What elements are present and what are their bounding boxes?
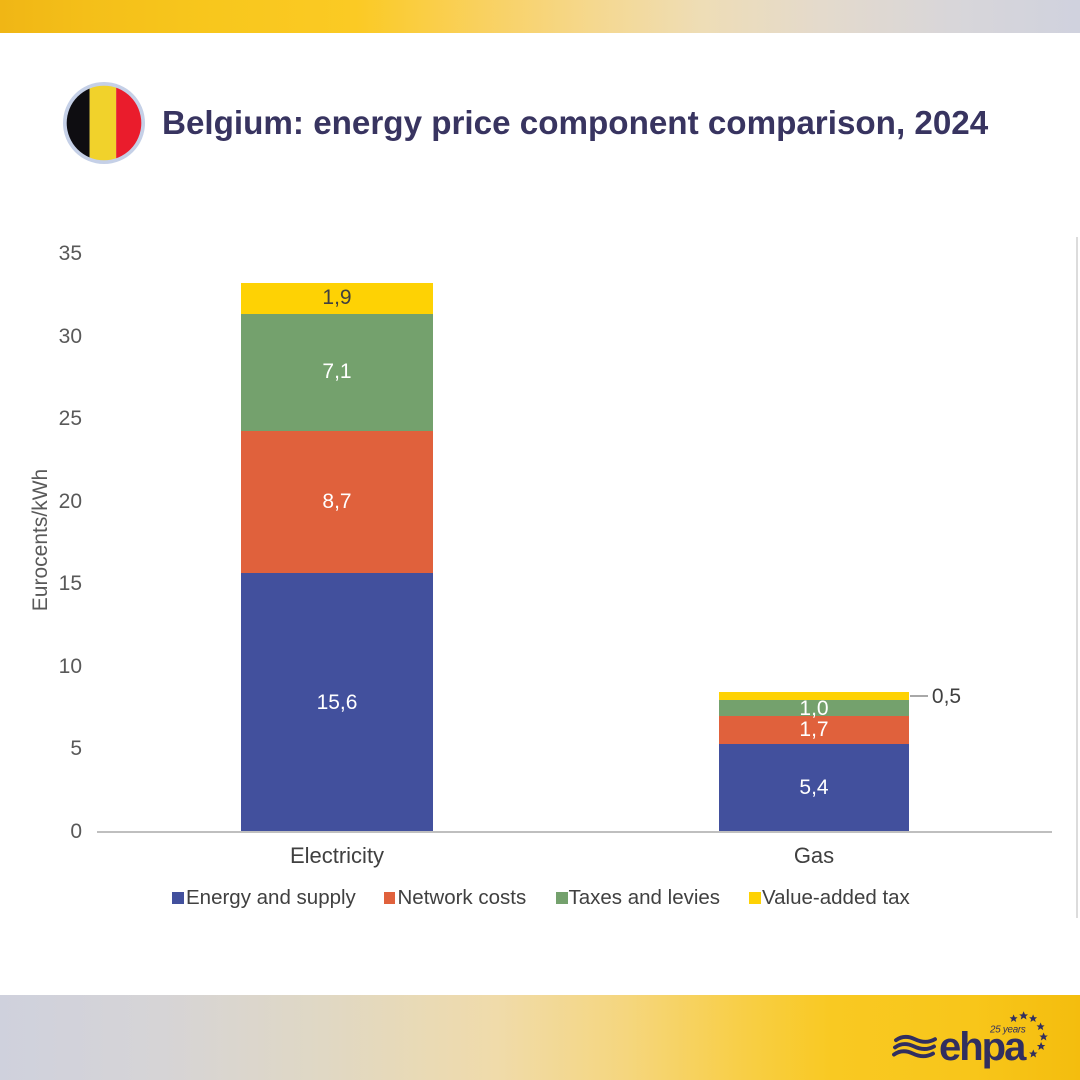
svg-text:ehpa: ehpa <box>939 1025 1027 1069</box>
svg-text:25 years: 25 years <box>989 1025 1026 1036</box>
